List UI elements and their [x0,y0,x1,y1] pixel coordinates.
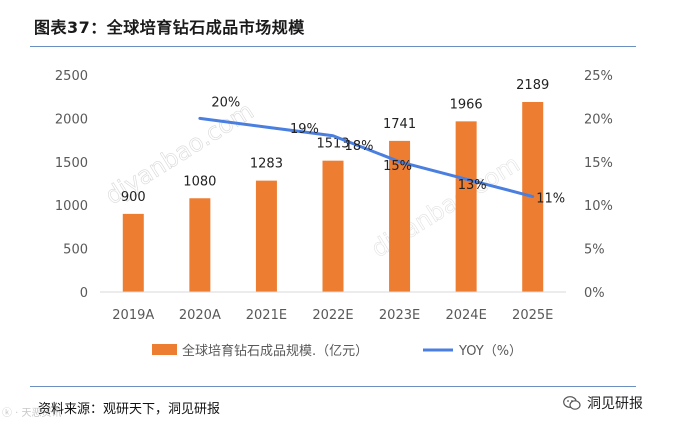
x-axis: 2019A 2020A 2021E 2022E 2023E 2024E 2025E [100,291,566,323]
bar-value-label: 1080 [183,174,216,189]
y-right-tick-label: 20% [584,112,613,127]
x-tick-label: 2025E [512,308,553,323]
footer-divider [30,386,636,387]
yoy-value-label: 18% [345,139,374,154]
x-tick-label: 2019A [112,308,154,323]
y-axis-left: 0 500 1000 1500 2000 2500 [55,69,88,301]
bar-value-label: 2189 [516,78,549,93]
y-right-tick-label: 5% [584,243,605,258]
yoy-value-label: 20% [211,95,240,110]
x-tick-label: 2024E [445,308,486,323]
y-left-tick-label: 1500 [55,156,88,171]
x-tick-label: 2023E [379,308,420,323]
y-axis-right: 0% 5% 10% 15% 20% 25% [584,69,613,301]
y-left-tick-label: 0 [80,286,88,301]
wechat-icon [563,396,581,410]
line-data-labels: 20% 19% 18% 15% 13% 11% [211,95,565,206]
yoy-value-label: 19% [290,122,319,137]
x-tick-label: 2021E [246,308,287,323]
y-right-tick-label: 25% [584,69,613,84]
bar [189,198,211,292]
yoy-value-label: 15% [383,159,412,174]
x-tick-label: 2022E [312,308,353,323]
yoy-value-label: 11% [536,192,565,207]
bar [455,121,477,292]
legend-bar-swatch [152,344,177,355]
bar [122,213,144,292]
y-left-tick-label: 2000 [55,112,88,127]
source-note: 资料来源：观研天下，洞见研报 [38,402,221,417]
legend: 全球培育钻石成品规模.（亿元） YOY（%） [152,343,522,359]
yoy-line [198,116,535,199]
title-divider [30,46,636,47]
yoy-value-label: 13% [458,178,487,193]
y-right-tick-label: 10% [584,199,613,214]
line-series [198,116,535,199]
brand-name: 洞见研报 [587,396,643,412]
bar-value-label: 1741 [383,117,416,132]
y-right-tick-label: 0% [584,286,605,301]
bar [322,160,344,292]
bar [255,180,277,292]
y-right-tick-label: 15% [584,156,613,171]
y-left-tick-label: 1000 [55,199,88,214]
legend-line-label: YOY（%） [458,344,522,359]
y-left-tick-label: 500 [63,243,88,258]
y-left-tick-label: 2500 [55,69,88,84]
corner-watermark: ⓚ · 天恶资讯 [2,408,62,419]
x-tick-label: 2020A [179,308,221,323]
brand-badge: 洞见研报 [563,393,643,413]
chart-title: 图表37：全球培育钻石成品市场规模 [34,18,305,37]
bar-value-label: 1966 [450,97,483,112]
legend-bar-label: 全球培育钻石成品规模.（亿元） [182,343,368,359]
bar-value-label: 1283 [250,157,283,172]
bar-value-label: 900 [121,190,146,205]
bar [389,140,411,292]
